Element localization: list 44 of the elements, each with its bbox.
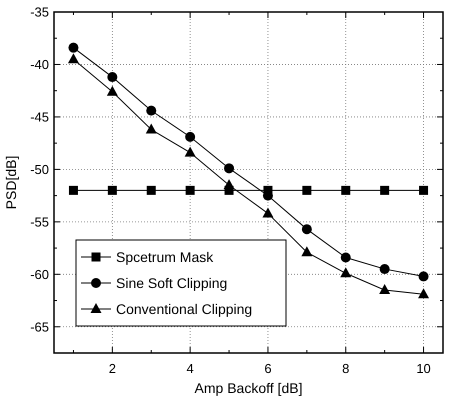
y-axis-title: PSD[dB] (3, 156, 19, 210)
point (186, 186, 195, 195)
x-axis-title: Amp Backoff [dB] (194, 380, 302, 396)
y-tick-label: -45 (30, 109, 49, 124)
point (224, 179, 235, 190)
point (106, 86, 118, 96)
point (184, 146, 196, 157)
point (340, 267, 352, 278)
point (380, 264, 390, 274)
y-tick-label: -55 (30, 214, 49, 230)
point (68, 53, 79, 64)
point (224, 163, 234, 174)
x-tick-label: 2 (108, 361, 116, 376)
point (418, 271, 429, 282)
y-tick-label: -40 (30, 56, 49, 72)
point (302, 224, 312, 234)
point (107, 72, 118, 82)
point (68, 42, 78, 53)
point (146, 124, 157, 134)
y-tick-label: -60 (30, 266, 49, 282)
point (262, 207, 274, 218)
point (340, 252, 351, 263)
x-tick-label: 8 (342, 361, 350, 376)
point (379, 284, 390, 294)
x-tick-label: 4 (186, 361, 194, 376)
point (418, 288, 430, 298)
point (341, 186, 350, 195)
point (302, 186, 312, 195)
legend-label: Conventional Clipping (116, 301, 252, 317)
y-tick-label: -50 (30, 162, 49, 177)
point (185, 132, 196, 142)
legend-label: Spcetrum Mask (116, 249, 214, 265)
point (301, 246, 312, 256)
point (146, 186, 156, 195)
x-tick-label: 6 (264, 361, 272, 376)
x-tick-label: 10 (416, 361, 431, 376)
y-tick-label: -35 (30, 4, 49, 20)
point (380, 186, 390, 195)
point (146, 106, 156, 116)
point (108, 186, 117, 195)
legend-label: Sine Soft Clipping (116, 275, 228, 291)
y-tick-label: -65 (30, 319, 49, 334)
point (68, 186, 78, 195)
point (419, 186, 428, 195)
